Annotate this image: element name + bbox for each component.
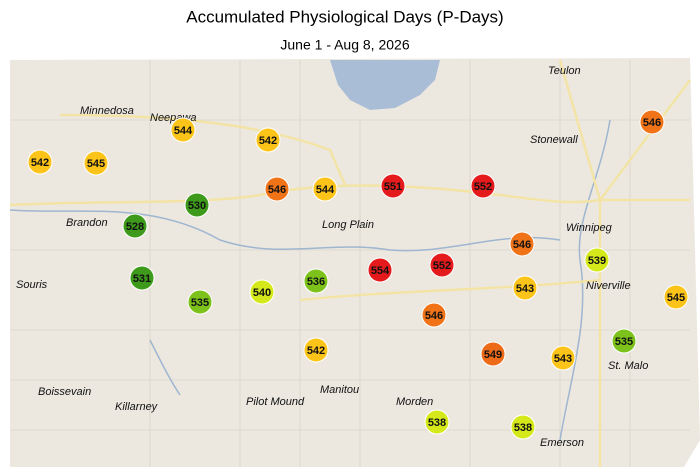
place-label: Long Plain — [322, 219, 374, 231]
place-label: Niverville — [586, 280, 631, 292]
station-marker — [170, 117, 196, 143]
roads — [9, 59, 691, 467]
station-value: 545 — [667, 292, 685, 304]
station-value: 546 — [268, 184, 286, 196]
place-label: Boissevain — [38, 386, 91, 398]
station-value: 531 — [133, 273, 151, 285]
station-marker — [424, 409, 450, 435]
place-label: Killarney — [115, 401, 159, 413]
station-marker — [184, 192, 210, 218]
station-marker — [510, 414, 536, 440]
station-value: 552 — [474, 181, 492, 193]
place-label: Manitou — [320, 384, 359, 396]
station-marker — [367, 257, 393, 283]
lake — [330, 60, 440, 110]
station-value: 554 — [371, 265, 390, 277]
station-marker — [83, 150, 109, 176]
stations: 542 545 544 542 530 528 546 544 551 552 546 546 539 5… — [27, 109, 689, 440]
station-marker — [509, 231, 535, 257]
station-value: 535 — [615, 336, 633, 348]
station-marker — [249, 279, 275, 305]
station-marker — [264, 176, 290, 202]
land — [10, 58, 700, 467]
station-marker — [470, 173, 496, 199]
station-value: 539 — [588, 255, 606, 267]
station-value: 545 — [87, 158, 105, 170]
station-value: 538 — [514, 422, 532, 434]
station-value: 543 — [516, 283, 534, 295]
station-value: 544 — [316, 184, 335, 196]
station-marker — [303, 337, 329, 363]
station-marker — [187, 289, 213, 315]
place-label: Souris — [16, 279, 48, 291]
station-marker — [129, 265, 155, 291]
station-marker — [663, 284, 689, 310]
station-marker — [27, 149, 53, 175]
station-marker — [122, 213, 148, 239]
station-marker — [480, 341, 506, 367]
station-value: 542 — [31, 157, 49, 169]
station-value: 536 — [307, 276, 325, 288]
place-label: Minnedosa — [80, 105, 134, 117]
place-label: St. Malo — [608, 360, 648, 372]
place-label: Brandon — [66, 217, 108, 229]
station-value: 530 — [188, 200, 206, 212]
station-value: 546 — [513, 239, 531, 251]
rivers — [9, 119, 611, 441]
minor-roads — [10, 60, 690, 467]
station-value: 543 — [554, 353, 572, 365]
station-value: 540 — [253, 287, 271, 299]
station-value: 544 — [174, 125, 193, 137]
station-value: 542 — [307, 345, 325, 357]
station-value: 535 — [191, 297, 209, 309]
station-marker — [380, 173, 406, 199]
place-label: Pilot Mound — [246, 396, 305, 408]
station-value: 542 — [259, 135, 277, 147]
place-label: Emerson — [540, 437, 584, 449]
station-marker — [255, 127, 281, 153]
subtitle: June 1 - Aug 8, 2026 — [280, 37, 409, 53]
station-value: 552 — [433, 260, 451, 272]
station-value: 546 — [425, 310, 443, 322]
station-value: 538 — [428, 417, 446, 429]
station-marker — [421, 302, 447, 328]
station-marker — [611, 328, 637, 354]
place-label: Morden — [396, 396, 433, 408]
station-marker — [303, 268, 329, 294]
station-marker — [639, 109, 665, 135]
place-label: Stonewall — [530, 134, 578, 146]
station-value: 549 — [484, 349, 502, 361]
station-value: 546 — [643, 117, 661, 129]
station-marker — [512, 275, 538, 301]
title: Accumulated Physiological Days (P-Days) — [186, 7, 503, 26]
station-marker — [550, 345, 576, 371]
station-value: 528 — [126, 221, 144, 233]
station-marker — [584, 247, 610, 273]
station-marker — [429, 252, 455, 278]
station-marker — [312, 176, 338, 202]
station-value: 551 — [384, 181, 402, 193]
place-label: Teulon — [548, 65, 581, 77]
place-label: Winnipeg — [566, 222, 613, 234]
